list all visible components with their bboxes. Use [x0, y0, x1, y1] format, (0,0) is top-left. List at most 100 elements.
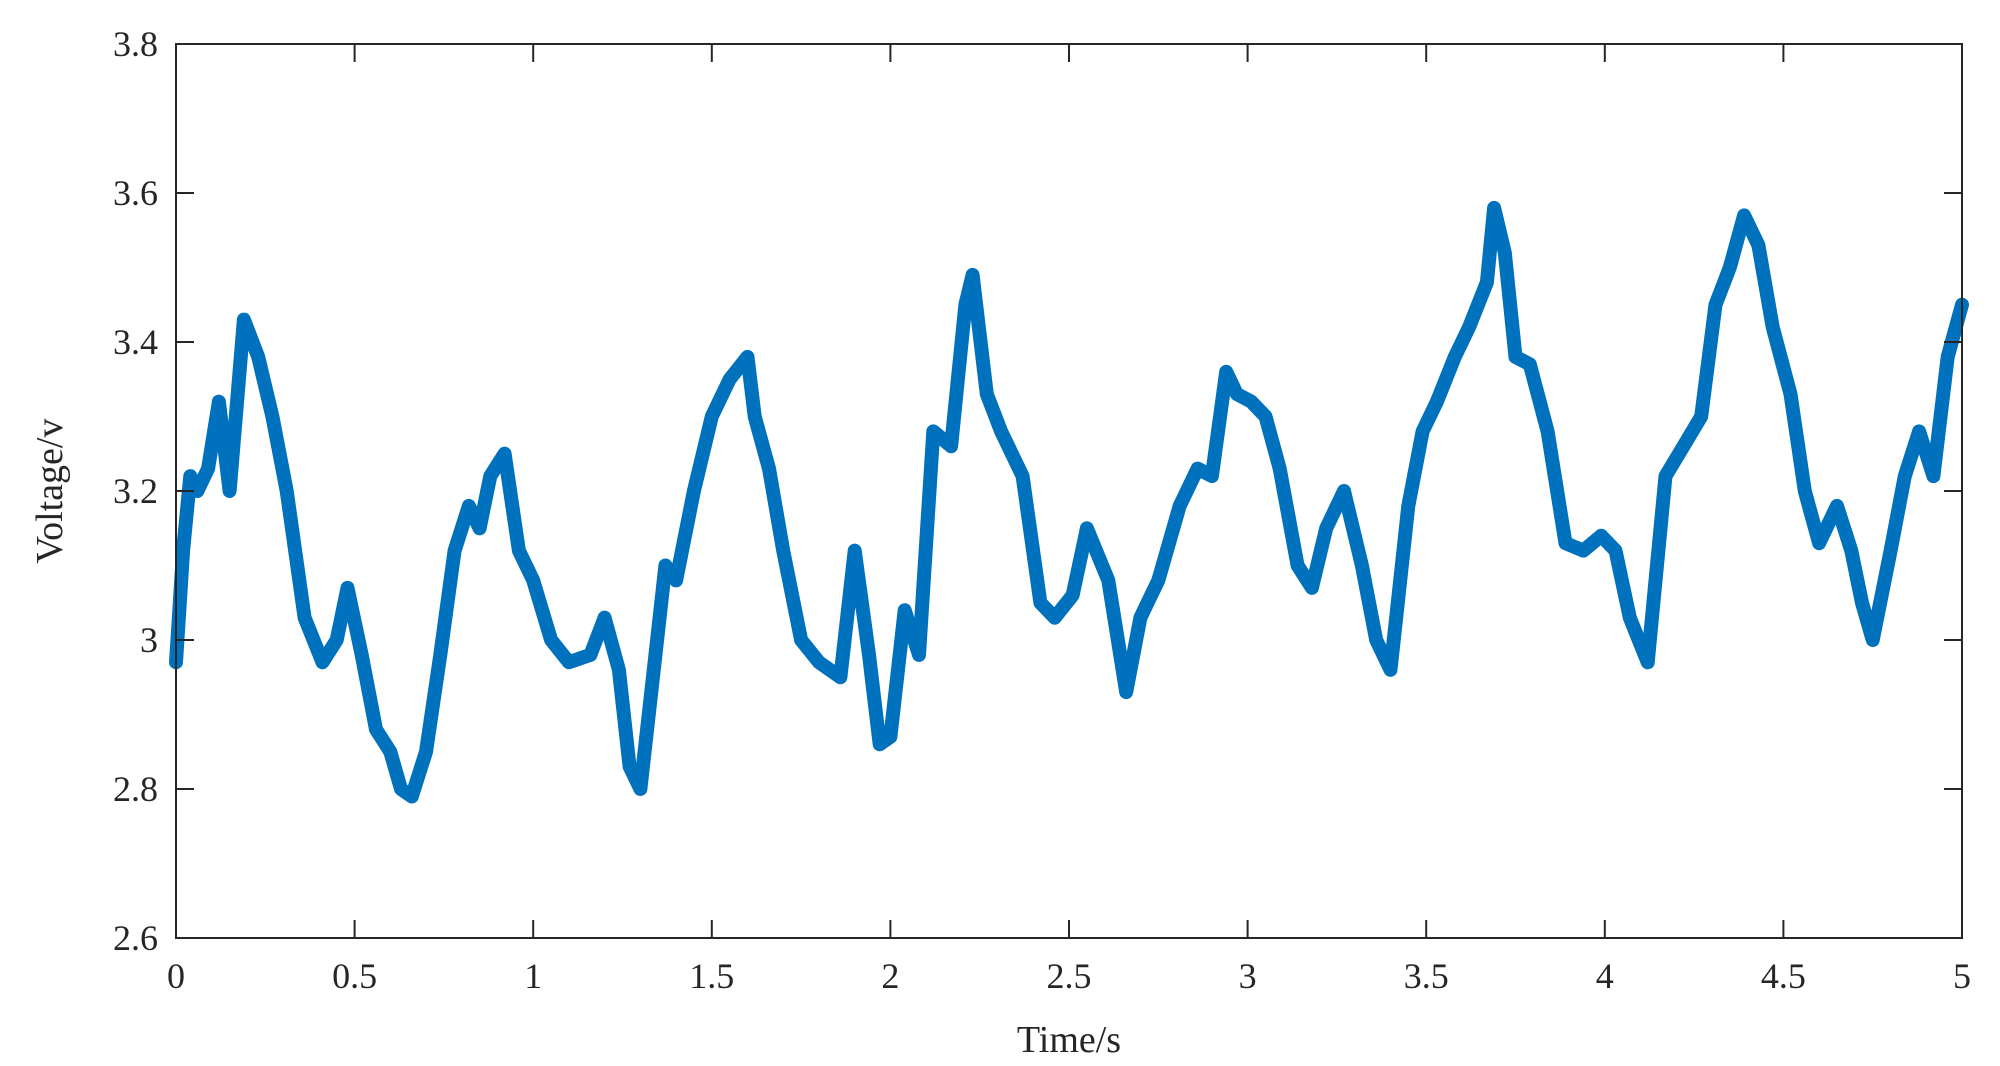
data-point — [270, 414, 275, 419]
data-point — [1849, 548, 1854, 553]
data-point — [1502, 250, 1507, 255]
data-point — [727, 377, 732, 382]
x-tick-label: 4 — [1596, 956, 1614, 996]
data-point — [970, 272, 975, 277]
y-tick-label: 3 — [140, 620, 158, 660]
data-point — [216, 399, 221, 404]
data-point — [452, 548, 457, 553]
data-point — [1342, 489, 1347, 493]
data-point — [766, 466, 771, 471]
data-point — [284, 489, 289, 493]
data-point — [531, 578, 536, 583]
data-point — [1209, 474, 1214, 479]
data-point — [1492, 205, 1497, 210]
x-tick-label: 2.5 — [1047, 956, 1092, 996]
data-point — [781, 548, 786, 553]
y-axis-title: Voltage/v — [29, 419, 71, 564]
data-point — [1613, 548, 1618, 553]
data-point — [1263, 414, 1268, 419]
data-point — [963, 302, 968, 307]
tick-layer: 0 0.5 1 1.5 2 2.5 3 3.5 4 4.5 5 2.6 2.8 3 3.2 3.4 3.6 3.8 — [113, 24, 1971, 996]
data-point — [374, 727, 379, 732]
data-point — [1699, 414, 1704, 419]
data-point — [652, 660, 657, 665]
data-point — [616, 667, 621, 672]
data-point — [638, 787, 643, 791]
data-point — [1309, 585, 1314, 590]
data-point — [1138, 615, 1143, 620]
data-point — [1249, 399, 1254, 404]
data-point — [1084, 526, 1089, 531]
data-point — [1917, 429, 1922, 434]
data-point — [566, 660, 571, 665]
data-point — [888, 734, 893, 739]
data-point — [1224, 369, 1229, 374]
data-point — [1756, 243, 1761, 248]
data-point — [663, 563, 668, 568]
data-point — [477, 526, 482, 531]
data-point — [602, 615, 607, 620]
data-point — [1070, 593, 1075, 598]
data-point — [1467, 325, 1472, 330]
x-tick-label: 3.5 — [1404, 956, 1449, 996]
data-point — [1195, 466, 1200, 471]
data-point — [1727, 265, 1732, 270]
data-point — [1434, 399, 1439, 404]
data-point — [438, 652, 443, 657]
data-point — [359, 652, 364, 657]
data-point — [206, 466, 211, 471]
data-point — [195, 489, 200, 493]
data-point — [1177, 503, 1182, 508]
data-point — [1599, 533, 1604, 538]
data-point — [816, 660, 821, 665]
data-point — [399, 787, 404, 791]
data-point — [838, 675, 843, 680]
y-tick-label: 3.2 — [113, 471, 158, 511]
data-point — [902, 608, 907, 613]
data-point — [334, 638, 339, 642]
data-point — [516, 548, 521, 553]
data-point — [709, 414, 714, 419]
data-point — [1527, 362, 1532, 367]
data-point — [424, 749, 429, 754]
y-tick-label: 2.6 — [113, 918, 158, 958]
data-point — [1513, 354, 1518, 359]
x-tick-label: 5 — [1953, 956, 1971, 996]
x-tick-label: 0.5 — [332, 956, 377, 996]
series-layer — [169, 200, 1969, 804]
y-tick-label: 3.6 — [113, 173, 158, 213]
data-point — [949, 444, 954, 449]
data-point — [502, 451, 507, 456]
data-point — [1663, 474, 1668, 479]
data-point — [799, 638, 804, 642]
data-point — [1020, 474, 1025, 479]
data-point — [1581, 548, 1586, 553]
data-point — [999, 429, 1004, 434]
x-tick-label: 3 — [1239, 956, 1257, 996]
data-point — [931, 429, 936, 434]
data-point — [1888, 548, 1893, 553]
data-point — [1931, 474, 1936, 479]
data-point — [852, 548, 857, 553]
data-point — [320, 660, 325, 665]
y-tick-label: 2.8 — [113, 769, 158, 809]
data-point — [1681, 444, 1686, 449]
data-point — [409, 794, 414, 799]
y-tick-label: 3.8 — [113, 24, 158, 64]
data-point — [1106, 578, 1111, 583]
data-point — [1484, 280, 1489, 285]
data-point — [1124, 690, 1129, 695]
data-point — [488, 474, 493, 479]
x-axis-title: Time/s — [1017, 1019, 1121, 1061]
data-point — [877, 742, 882, 747]
data-point — [691, 489, 696, 493]
data-point — [1788, 392, 1793, 397]
data-point — [1420, 429, 1425, 434]
data-point — [188, 474, 193, 479]
data-point — [256, 354, 261, 359]
data-point — [916, 652, 921, 657]
data-point — [345, 585, 350, 590]
data-point — [752, 414, 757, 419]
data-point — [1627, 615, 1632, 620]
